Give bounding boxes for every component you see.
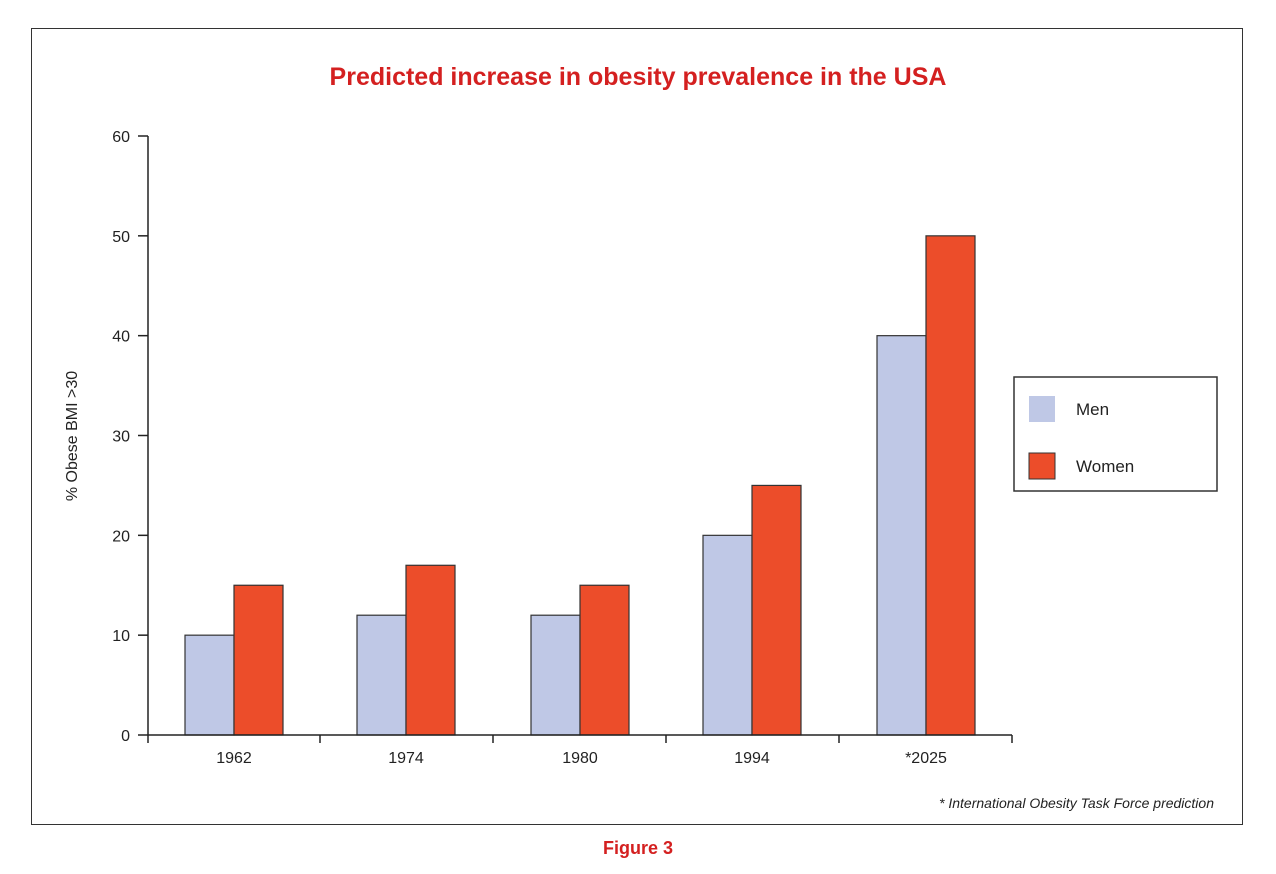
x-tick-label: 1962	[216, 750, 252, 767]
bar-men-1974	[356, 614, 407, 736]
bar-women-1980	[579, 584, 630, 736]
legend: Men Women	[1013, 376, 1218, 492]
bar-women-1994	[751, 484, 802, 736]
legend-label-men: Men	[1076, 400, 1109, 419]
chart-frame	[31, 28, 1243, 825]
y-tick-label: 0	[121, 728, 130, 745]
plot-area: 0 10 20 30 40 50 60 1962 1974 1980 1994 *2025	[112, 129, 1013, 767]
y-tick-label: 40	[112, 329, 130, 346]
x-tick-label: 1974	[388, 750, 424, 767]
chart-title: Predicted increase in obesity prevalence…	[330, 63, 947, 91]
y-tick-label: 10	[112, 628, 130, 645]
bar-women-2025	[925, 235, 976, 736]
bar-women-1974	[405, 564, 456, 736]
figure-caption: Figure 3	[602, 838, 673, 858]
y-tick-label: 50	[112, 229, 130, 246]
y-tick-label: 30	[112, 429, 130, 446]
y-tick-label: 20	[112, 528, 130, 545]
y-tick-label: 60	[112, 129, 130, 146]
bar-men-1962	[184, 634, 235, 736]
footnote: * International Obesity Task Force predi…	[939, 795, 1214, 811]
x-tick-label: *2025	[905, 750, 947, 767]
legend-label-women: Women	[1076, 457, 1134, 476]
x-tick-label: 1994	[734, 750, 770, 767]
legend-swatch-women	[1028, 452, 1056, 480]
bar-men-1994	[702, 534, 753, 736]
bar-men-2025	[876, 335, 927, 736]
y-axis-label: % Obese BMI >30	[64, 371, 81, 501]
legend-swatch-men	[1029, 396, 1055, 422]
bar-men-1980	[530, 614, 581, 736]
x-tick-label: 1980	[562, 750, 598, 767]
bar-women-1962	[233, 584, 284, 736]
